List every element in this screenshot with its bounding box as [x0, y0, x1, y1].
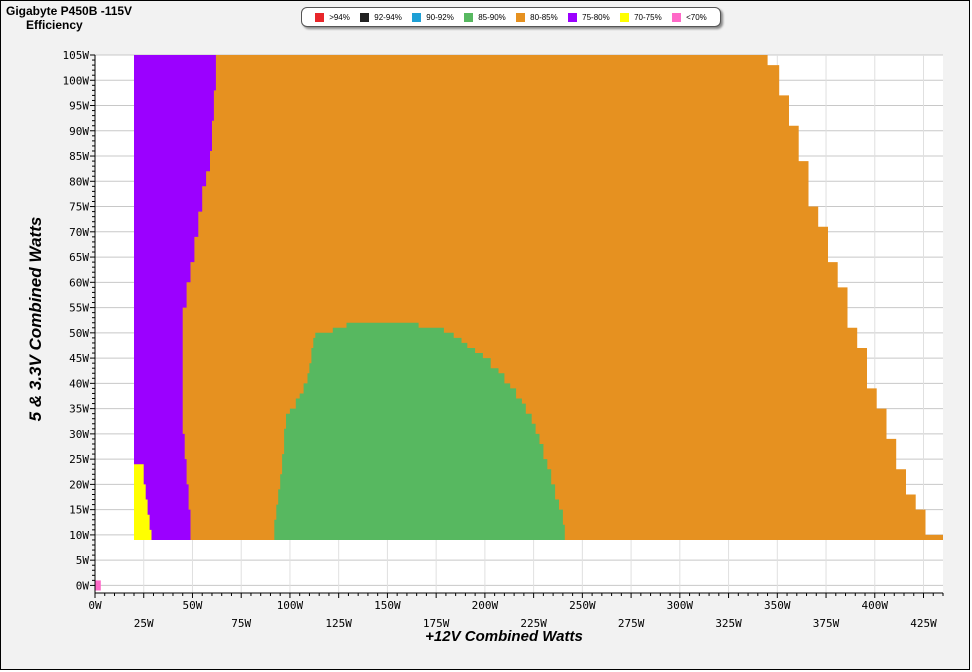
legend-item: >94%: [315, 12, 350, 22]
y-tick-label: 5W: [76, 554, 90, 567]
region-70-75%: [134, 464, 152, 540]
x-tick-label: 100W: [277, 599, 304, 612]
y-tick-label: 55W: [69, 302, 89, 315]
y-tick-label: 85W: [69, 150, 89, 163]
legend-item: 70-75%: [620, 12, 662, 22]
y-tick-label: 65W: [69, 251, 89, 264]
legend-item: 80-85%: [516, 12, 558, 22]
legend: >94% 92-94% 90-92% 85-90% 80-85% 75-80% …: [301, 7, 721, 27]
y-axis-title: 5 & 3.3V Combined Watts: [26, 217, 45, 422]
legend-swatch: [672, 12, 682, 22]
x-axis-title: +12V Combined Watts: [425, 628, 583, 645]
legend-label: <70%: [686, 12, 707, 22]
y-tick-label: 30W: [69, 428, 89, 441]
x-tick-label: 25W: [134, 617, 154, 630]
legend-item: <70%: [672, 12, 707, 22]
x-tick-label: 75W: [231, 617, 251, 630]
legend-label: 75-80%: [582, 12, 610, 22]
legend-label: 85-90%: [478, 12, 506, 22]
region-85-90%: [274, 322, 565, 540]
axes: [90, 54, 944, 598]
x-tick-label: 0W: [88, 599, 102, 612]
legend-item: 75-80%: [568, 12, 610, 22]
efficiency-regions: [95, 55, 943, 591]
x-tick-label: 50W: [183, 599, 203, 612]
y-tick-label: 95W: [69, 100, 89, 113]
legend-swatch: [464, 12, 474, 22]
legend-item: 90-92%: [412, 12, 454, 22]
y-tick-label: 100W: [63, 74, 90, 87]
y-tick-label: 25W: [69, 453, 89, 466]
legend-swatch: [568, 12, 578, 22]
x-tick-label: 425W: [910, 617, 937, 630]
y-tick-label: 50W: [69, 327, 89, 340]
y-tick-label: 35W: [69, 403, 89, 416]
legend-swatch: [620, 12, 630, 22]
chart-title: Gigabyte P450B -115V Efficiency: [6, 4, 132, 32]
legend-label: 92-94%: [374, 12, 402, 22]
y-tick-label: 80W: [69, 175, 89, 188]
legend-label: >94%: [329, 12, 350, 22]
legend-item: 85-90%: [464, 12, 506, 22]
legend-swatch: [516, 12, 526, 22]
y-tick-label: 0W: [76, 579, 90, 592]
legend-label: 80-85%: [530, 12, 558, 22]
chart-title-line1: Gigabyte P450B -115V: [6, 4, 133, 18]
chart-title-line2: Efficiency: [26, 18, 83, 32]
tick-labels: 0W 5W 10W 15W 20W 25W 30W 35W 40W 45W 50W 55W 60W 65W…: [63, 49, 938, 630]
x-tick-label: 250W: [569, 599, 596, 612]
x-tick-label: 225W: [520, 617, 547, 630]
x-tick-label: 275W: [618, 617, 645, 630]
x-tick-label: 350W: [764, 599, 791, 612]
x-tick-label: 400W: [862, 599, 889, 612]
y-tick-label: 75W: [69, 201, 89, 214]
x-tick-label: 375W: [813, 617, 840, 630]
legend-label: 70-75%: [634, 12, 662, 22]
legend-swatch: [315, 12, 325, 22]
y-tick-label: 70W: [69, 226, 89, 239]
x-tick-label: 175W: [423, 617, 450, 630]
x-tick-label: 325W: [715, 617, 742, 630]
region-75-80%: [134, 55, 216, 540]
y-tick-label: 45W: [69, 352, 89, 365]
region-<70%: [95, 580, 101, 591]
y-tick-label: 15W: [69, 504, 89, 517]
x-tick-label: 200W: [472, 599, 499, 612]
x-tick-label: 300W: [667, 599, 694, 612]
y-tick-label: 90W: [69, 125, 89, 138]
y-tick-label: 40W: [69, 377, 89, 390]
legend-swatch: [412, 12, 422, 22]
y-tick-label: 60W: [69, 276, 89, 289]
y-tick-label: 20W: [69, 478, 89, 491]
y-tick-label: 10W: [69, 529, 89, 542]
legend-item: 92-94%: [360, 12, 402, 22]
y-tick-label: 105W: [63, 49, 90, 62]
legend-swatch: [360, 12, 370, 22]
x-tick-label: 150W: [374, 599, 401, 612]
x-tick-label: 125W: [325, 617, 352, 630]
legend-label: 90-92%: [426, 12, 454, 22]
